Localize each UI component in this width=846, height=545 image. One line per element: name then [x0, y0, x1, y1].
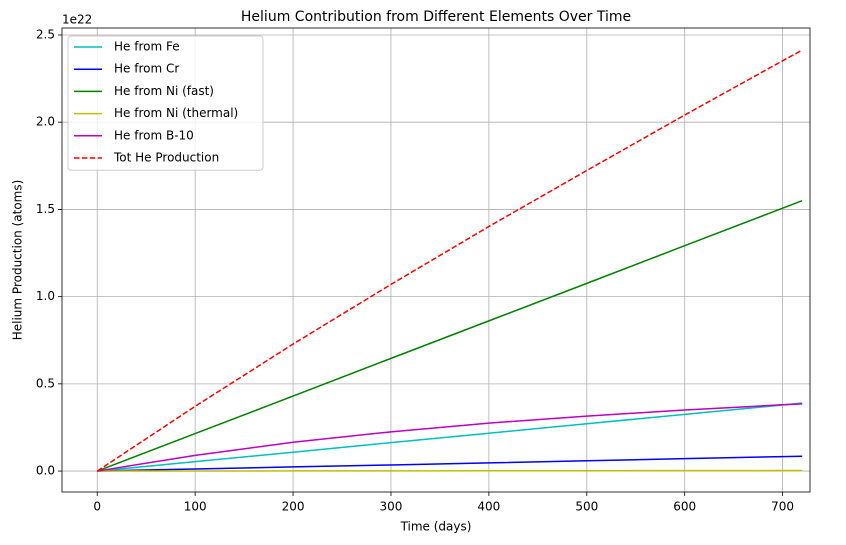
legend-label: He from B-10 [114, 128, 194, 142]
series-line [97, 403, 803, 472]
legend-label: He from Ni (thermal) [114, 106, 238, 120]
legend-label: He from Cr [114, 62, 179, 76]
legend-label: He from Ni (fast) [114, 84, 214, 98]
y-offset-label: 1e22 [62, 13, 92, 27]
y-tick-label: 1.0 [36, 289, 55, 303]
series-line [97, 402, 803, 472]
x-tick-label: 0 [93, 500, 101, 514]
y-axis-label: Helium Production (atoms) [11, 180, 25, 341]
series-line [96, 199, 803, 472]
y-tick-label: 0.0 [36, 464, 55, 478]
series-line [96, 49, 803, 472]
y-tick-label: 2.5 [36, 27, 55, 41]
plot-frame [61, 27, 811, 493]
legend-label: He from Fe [114, 40, 180, 54]
x-tick-label: 300 [380, 500, 403, 514]
x-tick-label: 400 [477, 500, 500, 514]
legend-label: Tot He Production [113, 151, 219, 165]
legend: He from Fe He from Cr He from Ni (fast) He … [67, 35, 264, 171]
y-tick-label: 1.5 [36, 202, 55, 216]
y-tick-label: 2.0 [36, 115, 55, 129]
x-tick-label: 200 [282, 500, 305, 514]
x-tick-label: 500 [575, 500, 598, 514]
x-tick-label: 600 [673, 500, 696, 514]
series-line [97, 455, 803, 472]
y-tick-label: 0.5 [36, 376, 55, 390]
series-line [97, 469, 803, 472]
x-tick-label: 100 [184, 500, 207, 514]
x-tick-label: 700 [771, 500, 794, 514]
legend-box [67, 35, 264, 171]
chart-title: Helium Contribution from Different Eleme… [241, 9, 631, 25]
x-axis-label: Time (days) [400, 520, 472, 534]
